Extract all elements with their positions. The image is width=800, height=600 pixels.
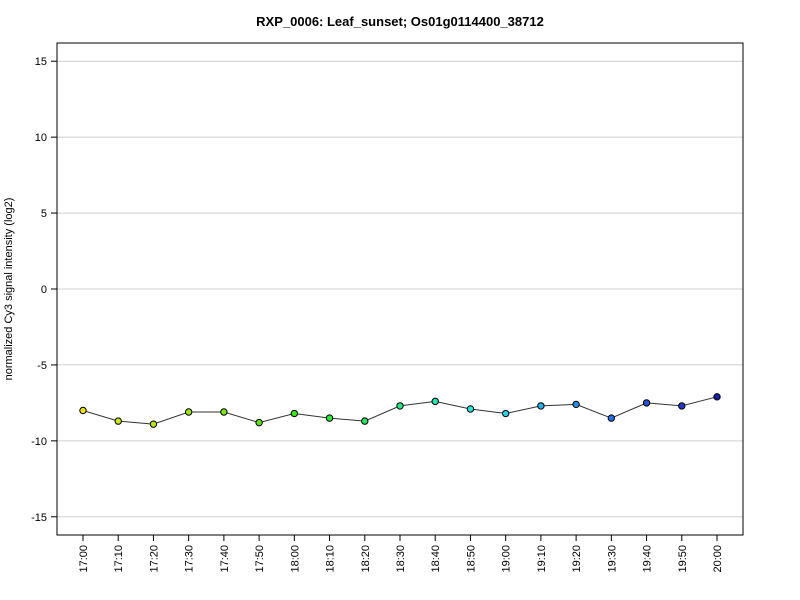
data-point [642, 399, 651, 407]
x-tick-label: 19:20 [571, 545, 583, 573]
x-tick-label: 18:10 [325, 545, 337, 573]
data-point [255, 418, 263, 427]
data-point [396, 402, 404, 410]
x-tick-label: 20:00 [712, 545, 724, 573]
x-tick-label: 19:50 [677, 545, 689, 573]
x-tick-label: 17:10 [113, 545, 125, 573]
y-tick-label: -10 [31, 436, 47, 448]
series-line [82, 396, 718, 425]
x-axis: 17:00 17:10 17:20 17:30 17:40 17:50 18:00 18:10… [78, 535, 724, 573]
data-point [184, 408, 193, 416]
x-tick-label: 18:30 [395, 545, 407, 573]
y-tick-label: 0 [41, 284, 47, 296]
chart-title: RXP_0006: Leaf_sunset; Os01g0114400_3871… [256, 14, 544, 29]
y-tick-label: 10 [35, 132, 47, 144]
data-point [501, 409, 510, 418]
y-tick-label: 15 [35, 56, 47, 68]
x-tick-label: 18:20 [360, 545, 372, 573]
data-point [149, 420, 158, 428]
x-tick-label: 19:10 [536, 545, 548, 573]
data-point [607, 414, 616, 422]
x-tick-label: 19:30 [606, 545, 618, 573]
x-tick-label: 17:50 [254, 545, 266, 573]
y-tick-label: -15 [31, 512, 47, 524]
data-point [114, 417, 122, 425]
data-point [466, 405, 475, 413]
grid-lines [57, 60, 743, 518]
y-tick-label: 5 [41, 208, 47, 220]
x-tick-label: 18:00 [289, 545, 301, 573]
x-tick-label: 19:00 [501, 545, 513, 573]
x-tick-label: 17:40 [219, 545, 231, 573]
data-point [220, 408, 228, 416]
data-point [325, 414, 334, 422]
x-tick-label: 17:30 [184, 545, 196, 573]
data-points [79, 393, 721, 428]
data-point [361, 417, 369, 425]
y-axis-label: normalized Cy3 signal intensity (log2) [3, 198, 15, 381]
y-tick-label: -5 [37, 360, 47, 372]
x-tick-label: 19:40 [642, 545, 654, 573]
x-tick-label: 17:20 [148, 545, 160, 573]
x-tick-label: 17:00 [78, 545, 90, 573]
x-tick-label: 18:40 [430, 545, 442, 573]
y-axis: -15 -10 -5 0 5 10 15 [31, 43, 58, 535]
data-point [678, 402, 686, 410]
data-point [572, 400, 580, 409]
data-point [431, 397, 439, 406]
data-point [713, 393, 721, 401]
x-tick-label: 18:50 [465, 545, 477, 573]
data-point [79, 406, 87, 415]
data-point [537, 402, 545, 410]
data-point [290, 409, 299, 418]
